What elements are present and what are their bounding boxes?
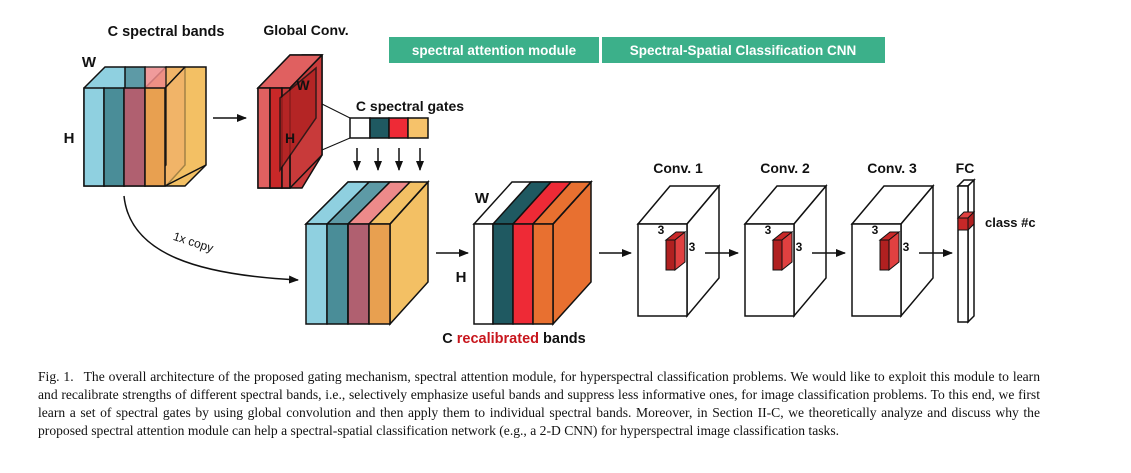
input-width-label: W	[82, 54, 97, 71]
architecture-diagram: spectral attention module Spectral-Spati…	[64, 22, 1036, 347]
spectral-attention-label: spectral attention module	[412, 43, 577, 58]
conv1-title: Conv. 1	[653, 160, 703, 176]
global-conv-height-label: H	[285, 130, 295, 146]
recalibrated-caption-highlight: recalibrated	[457, 331, 539, 347]
figure-caption-text: The overall architecture of the proposed…	[38, 369, 1040, 438]
copy-arrow	[123, 195, 299, 284]
spectral-gates-title: C spectral gates	[356, 98, 464, 114]
spectral-gates-strip	[349, 117, 429, 139]
classification-cnn-banner	[602, 37, 885, 63]
recalibrated-caption: C recalibrated bands	[442, 331, 585, 347]
recalibrated-block	[472, 180, 593, 326]
global-conv-width-label: W	[296, 77, 310, 93]
input-block-title: C spectral bands	[108, 24, 225, 40]
recalibrated-width-label: W	[475, 190, 490, 207]
conv3-title: Conv. 3	[867, 160, 917, 176]
header-banners: spectral attention module Spectral-Spati…	[389, 37, 885, 63]
gate-arrows	[353, 148, 424, 171]
classification-cnn-label: Spectral-Spatial Classification CNN	[630, 43, 857, 58]
conv3-block	[850, 183, 935, 319]
fc-title: FC	[956, 160, 975, 176]
conv1-kernel-height: 3	[658, 223, 665, 237]
figure-number: Fig. 1.	[38, 369, 74, 384]
recalibrated-caption-suffix: bands	[543, 331, 586, 347]
conv3-kernel-width: 3	[903, 240, 910, 254]
figure-caption: Fig. 1. The overall architecture of the p…	[38, 368, 1040, 440]
conv1-kernel-width: 3	[689, 240, 696, 254]
conv2-kernel-width: 3	[796, 240, 803, 254]
output-class-label: class #c	[985, 215, 1036, 230]
conv2-block	[743, 183, 828, 319]
conv2-title: Conv. 2	[760, 160, 810, 176]
conv2-kernel-height: 3	[765, 223, 772, 237]
fc-block	[956, 178, 976, 324]
global-conv-title: Global Conv.	[263, 22, 348, 38]
input-height-label: H	[64, 130, 75, 147]
conv1-block	[636, 183, 721, 319]
spectral-attention-banner	[389, 37, 599, 63]
copied-spectral-block	[304, 180, 430, 326]
copy-arrow-label: 1x copy	[171, 229, 215, 255]
conv3-kernel-height: 3	[872, 223, 879, 237]
recalibrated-caption-prefix: C	[442, 331, 453, 347]
recalibrated-height-label: H	[456, 269, 467, 286]
global-conv-block	[256, 54, 324, 189]
input-spectral-block	[83, 66, 207, 187]
